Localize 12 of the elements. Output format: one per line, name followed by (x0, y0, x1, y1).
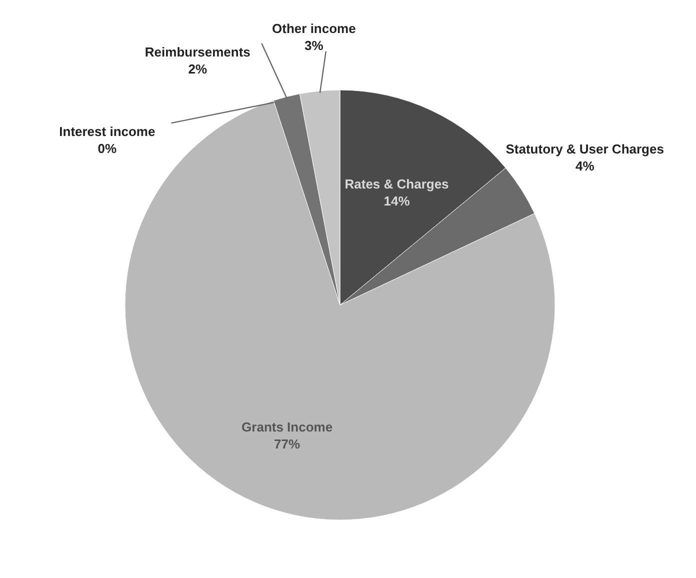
slice-label: Reimbursements (144, 44, 250, 60)
slice-label: Other income (272, 21, 356, 36)
data-label: 77% (274, 436, 301, 452)
data-label: 4% (575, 158, 595, 174)
category-label: Interest income (59, 124, 156, 140)
data-label: 3% (304, 38, 324, 54)
slice-label: Statutory & User Charges (506, 142, 664, 157)
slice-label: Rates & Charges (344, 176, 449, 192)
data-label: 2% (188, 61, 208, 76)
text: 0% (98, 141, 117, 156)
slice-label: Grants Income (242, 419, 333, 434)
data-label: 14% (384, 193, 410, 208)
